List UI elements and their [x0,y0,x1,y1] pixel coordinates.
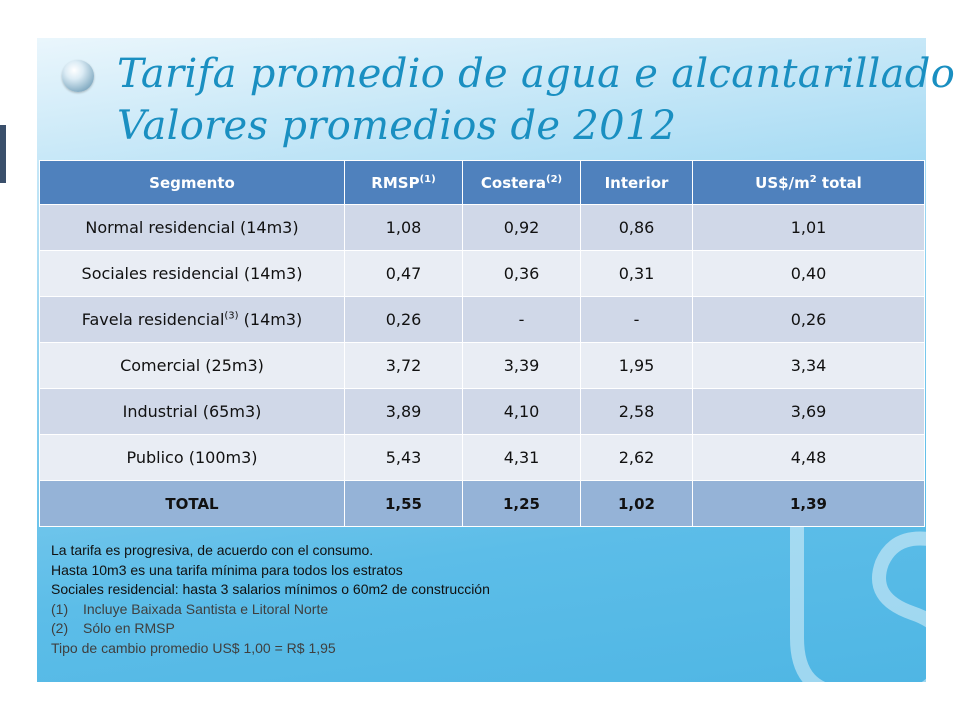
note-minimum: Hasta 10m3 es una tarifa mínima para tod… [51,561,403,578]
table-row: Publico (100m3) 5,43 4,31 2,62 4,48 [39,434,925,481]
cell-total: 3,69 [692,388,925,435]
cell-total: 0,26 [692,296,925,343]
header-total-usd: US$/m2 total [692,160,925,205]
table-row: Comercial (25m3) 3,72 3,39 1,95 3,34 [39,342,925,389]
cell-rmsp: 3,72 [344,342,463,389]
cell-rmsp: 3,89 [344,388,463,435]
cell-interior: 0,86 [580,204,693,251]
footnote-1: (1) Incluye Baixada Santista e Litoral No… [51,600,329,617]
cell-total: 0,40 [692,250,925,297]
total-label: TOTAL [39,480,345,527]
notes-block: La tarifa es progresiva, de acuerdo con … [51,541,751,658]
table-header-row: Segmento RMSP(1) Costera(2) Interior US$… [39,160,925,205]
cell-segment: Sociales residencial (14m3) [39,250,345,297]
cell-costera: 3,39 [462,342,581,389]
cell-segment: Comercial (25m3) [39,342,345,389]
cell-total: 1,01 [692,204,925,251]
header-costera: Costera(2) [462,160,581,205]
cell-costera: 4,10 [462,388,581,435]
cell-costera: 0,36 [462,250,581,297]
cell-costera: 0,92 [462,204,581,251]
header-interior: Interior [580,160,693,205]
cell-rmsp: 0,47 [344,250,463,297]
table-row: Sociales residencial (14m3) 0,47 0,36 0,… [39,250,925,297]
total-interior: 1,02 [580,480,693,527]
cell-rmsp: 1,08 [344,204,463,251]
total-rmsp: 1,55 [344,480,463,527]
table-row: Normal residencial (14m3) 1,08 0,92 0,86… [39,204,925,251]
edge-marker [0,125,6,183]
note-exchange-rate: Tipo de cambio promedio US$ 1,00 = R$ 1,… [51,639,336,656]
table-row: Industrial (65m3) 3,89 4,10 2,58 3,69 [39,388,925,435]
cell-costera: - [462,296,581,343]
table-row: Favela residencial(3) (14m3) 0,26 - - 0,… [39,296,925,343]
total-usd: 1,39 [692,480,925,527]
cell-total: 4,48 [692,434,925,481]
total-costera: 1,25 [462,480,581,527]
note-social: Sociales residencial: hasta 3 salarios m… [51,581,490,597]
cell-segment: Favela residencial(3) (14m3) [39,296,345,343]
table-total-row: TOTAL 1,55 1,25 1,02 1,39 [39,480,925,527]
title-line-1: Tarifa promedio de agua e alcantarillado [117,51,956,97]
cell-costera: 4,31 [462,434,581,481]
header-segmento: Segmento [39,160,345,205]
cell-interior: 2,62 [580,434,693,481]
bullet-orb-icon [62,60,94,92]
cell-interior: 0,31 [580,250,693,297]
cell-rmsp: 5,43 [344,434,463,481]
footnote-2: (2) Sólo en RMSP [51,620,175,636]
cell-rmsp: 0,26 [344,296,463,343]
tariff-table: Segmento RMSP(1) Costera(2) Interior US$… [39,160,925,527]
note-progressive: La tarifa es progresiva, de acuerdo con … [51,542,374,558]
cell-segment: Publico (100m3) [39,434,345,481]
cell-interior: 1,95 [580,342,693,389]
cell-segment: Industrial (65m3) [39,388,345,435]
header-rmsp: RMSP(1) [344,160,463,205]
page-title: Tarifa promedio de agua e alcantarillado… [117,48,955,152]
cell-interior: - [580,296,693,343]
cell-interior: 2,58 [580,388,693,435]
logo-watermark-icon [790,521,926,682]
title-line-2: Valores promedios de 2012 [117,103,677,149]
cell-total: 3,34 [692,342,925,389]
cell-segment: Normal residencial (14m3) [39,204,345,251]
